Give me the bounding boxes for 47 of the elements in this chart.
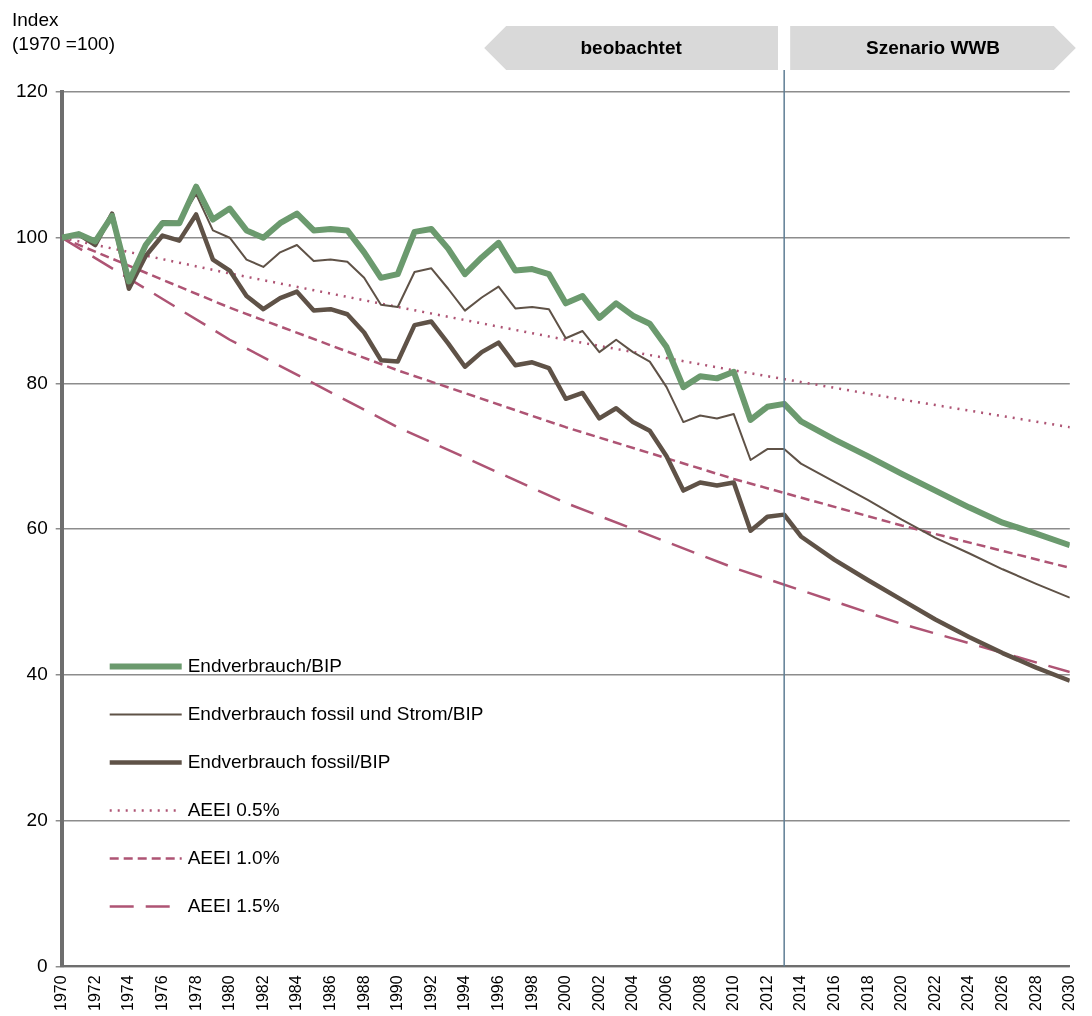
y-tick-label: 80 (26, 371, 48, 393)
x-tick-label: 1970 (52, 975, 70, 1011)
legend-label: AEEI 1.0% (187, 846, 280, 868)
y-axis-title: Index (1970 =100) (12, 8, 115, 56)
x-tick-label: 1976 (152, 975, 170, 1011)
x-tick-label: 2020 (892, 975, 910, 1011)
y-tick-label: 60 (26, 517, 48, 539)
x-tick-label: 2018 (858, 975, 876, 1011)
x-tick-label: 2014 (791, 975, 809, 1011)
x-tick-label: 2024 (959, 975, 977, 1011)
x-tick-label: 2000 (556, 975, 574, 1011)
legend-label: Endverbrauch/BIP (187, 654, 342, 676)
x-tick-label: 1990 (388, 975, 406, 1011)
x-tick-label: 1986 (320, 975, 338, 1011)
y-tick-label: 100 (16, 225, 48, 247)
x-tick-label: 1992 (421, 975, 439, 1011)
x-tick-label: 2002 (589, 975, 607, 1011)
x-tick-label: 2022 (925, 975, 943, 1011)
legend-label: Endverbrauch fossil/BIP (187, 750, 391, 772)
legend-label: AEEI 0.5% (187, 798, 280, 820)
legend-label: AEEI 1.5% (187, 894, 280, 916)
x-tick-label: 2010 (724, 975, 742, 1011)
x-tick-label: 1984 (287, 975, 305, 1011)
x-tick-label: 2026 (993, 975, 1010, 1011)
left-arrow-banner: beobachtet (484, 26, 779, 70)
x-tick-label: 1980 (220, 975, 238, 1011)
x-tick-label: 1974 (119, 975, 137, 1011)
x-tick-label: 1978 (186, 975, 204, 1011)
x-tick-label: 2004 (623, 975, 641, 1011)
x-tick-label: 2012 (757, 975, 775, 1011)
legend-label: Endverbrauch fossil und Strom/BIP (187, 702, 484, 724)
x-tick-label: 2008 (690, 975, 708, 1011)
x-tick-label: 2028 (1026, 975, 1044, 1011)
x-tick-label: 2006 (656, 975, 674, 1011)
x-tick-label: 1972 (85, 975, 103, 1011)
y-tick-label: 0 (37, 954, 48, 976)
right-arrow-banner: Szenario WWB (790, 26, 1076, 70)
x-tick-label: 1996 (488, 975, 506, 1011)
y-tick-label: 120 (16, 80, 48, 102)
x-tick-label: 2030 (1060, 975, 1078, 1011)
y-tick-label: 20 (26, 808, 48, 830)
x-tick-label: 1998 (522, 975, 540, 1011)
x-tick-label: 1982 (253, 975, 271, 1011)
x-tick-label: 1994 (455, 975, 473, 1011)
x-tick-label: 2016 (824, 975, 842, 1011)
y-tick-label: 40 (26, 663, 48, 685)
x-tick-label: 1988 (354, 975, 372, 1011)
